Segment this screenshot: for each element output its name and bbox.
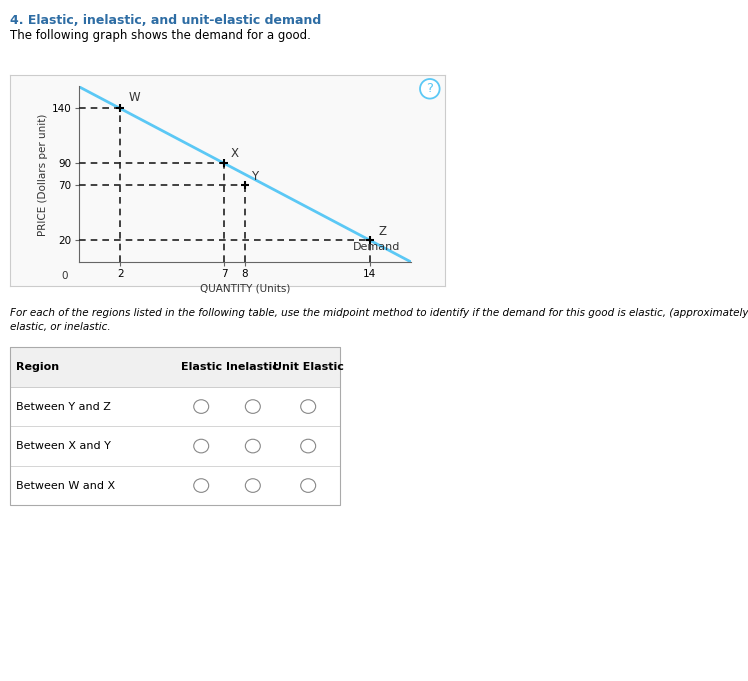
Text: W: W [129,91,140,104]
Text: Demand: Demand [353,242,400,252]
Text: Z: Z [378,225,386,238]
Bar [10,426,340,466]
Bar [10,347,340,387]
Y-axis label: PRICE (Dollars per unit): PRICE (Dollars per unit) [37,113,48,236]
Text: The following graph shows the demand for a good.: The following graph shows the demand for… [10,29,310,42]
Text: Inelastic: Inelastic [227,362,279,372]
Text: Between W and X: Between W and X [16,481,115,490]
Bar [10,466,340,505]
Text: Unit Elastic: Unit Elastic [273,362,343,372]
Bar [10,387,340,426]
Text: 4. Elastic, inelastic, and unit-elastic demand: 4. Elastic, inelastic, and unit-elastic … [10,14,321,27]
Text: Between Y and Z: Between Y and Z [16,402,111,411]
Text: elastic, or inelastic.: elastic, or inelastic. [10,322,111,332]
Text: Y: Y [251,170,258,183]
Text: Between X and Y: Between X and Y [16,441,111,451]
Text: Region: Region [16,362,59,372]
Text: 0: 0 [61,271,68,281]
Text: X: X [230,147,239,160]
X-axis label: QUANTITY (Units): QUANTITY (Units) [200,283,290,294]
Text: ?: ? [426,82,433,95]
Text: Elastic: Elastic [181,362,221,372]
Text: For each of the regions listed in the following table, use the midpoint method t: For each of the regions listed in the fo… [10,308,748,318]
